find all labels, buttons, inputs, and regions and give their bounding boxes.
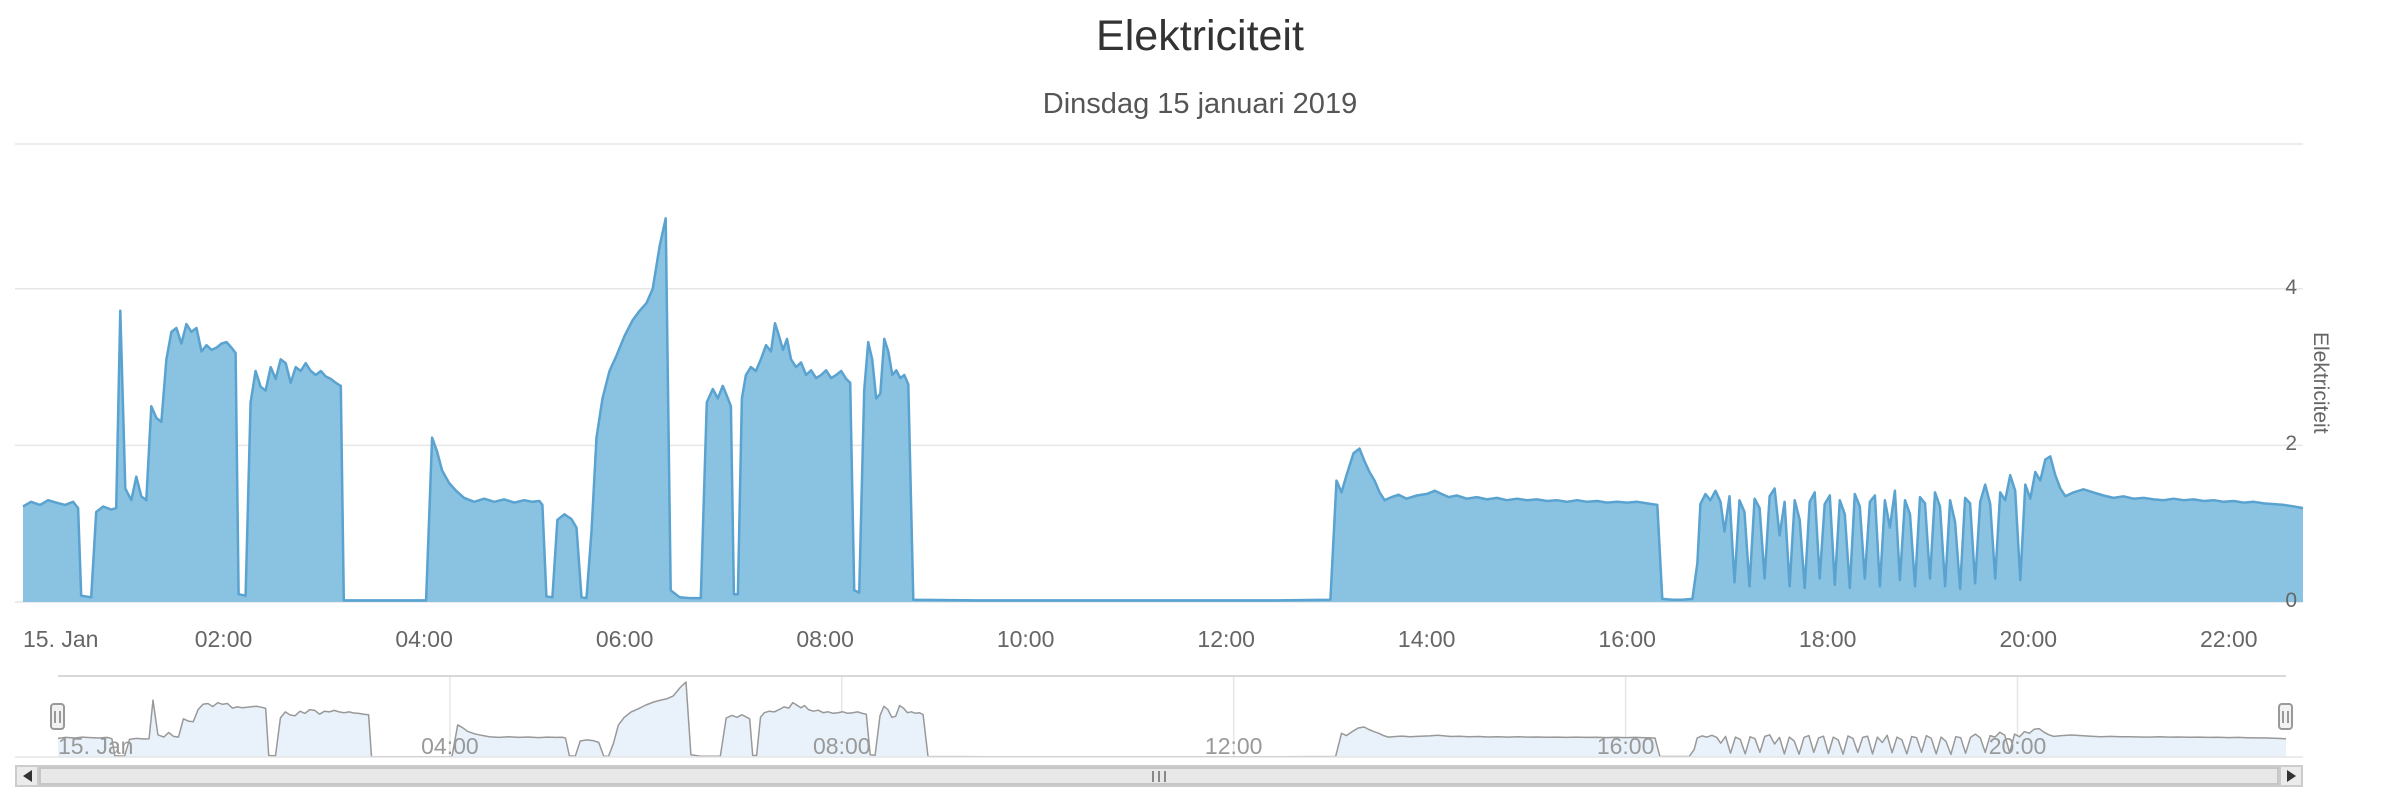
scrollbar-track[interactable] — [39, 765, 2279, 787]
handle-grip-line-icon — [2282, 710, 2284, 723]
chart-title: Elektriciteit — [1096, 12, 1304, 60]
main-series-line — [22, 217, 2304, 602]
navigator-left-handle[interactable] — [50, 703, 65, 730]
scrollbar-grip-icon — [1152, 770, 1166, 782]
handle-grip-line-icon — [54, 710, 56, 723]
y-axis-title: Elektriciteit — [2309, 332, 2332, 434]
scrollbar-left-arrow-button[interactable] — [15, 765, 39, 787]
right-arrow-icon — [2286, 770, 2296, 782]
scrollbar-right-arrow-button[interactable] — [2279, 765, 2303, 787]
main-series-area — [23, 218, 2303, 602]
navigator-series-line — [57, 681, 2287, 758]
navigator-right-handle[interactable] — [2278, 703, 2293, 730]
scrollbar-thumb[interactable] — [39, 767, 2279, 785]
chart-subtitle: Dinsdag 15 januari 2019 — [1042, 88, 1358, 120]
handle-grip-line-icon — [59, 710, 61, 723]
navigator-series-area — [58, 682, 2286, 757]
handle-grip-line-icon — [2287, 710, 2289, 723]
left-arrow-icon — [22, 770, 32, 782]
scrollbar[interactable] — [15, 765, 2303, 787]
